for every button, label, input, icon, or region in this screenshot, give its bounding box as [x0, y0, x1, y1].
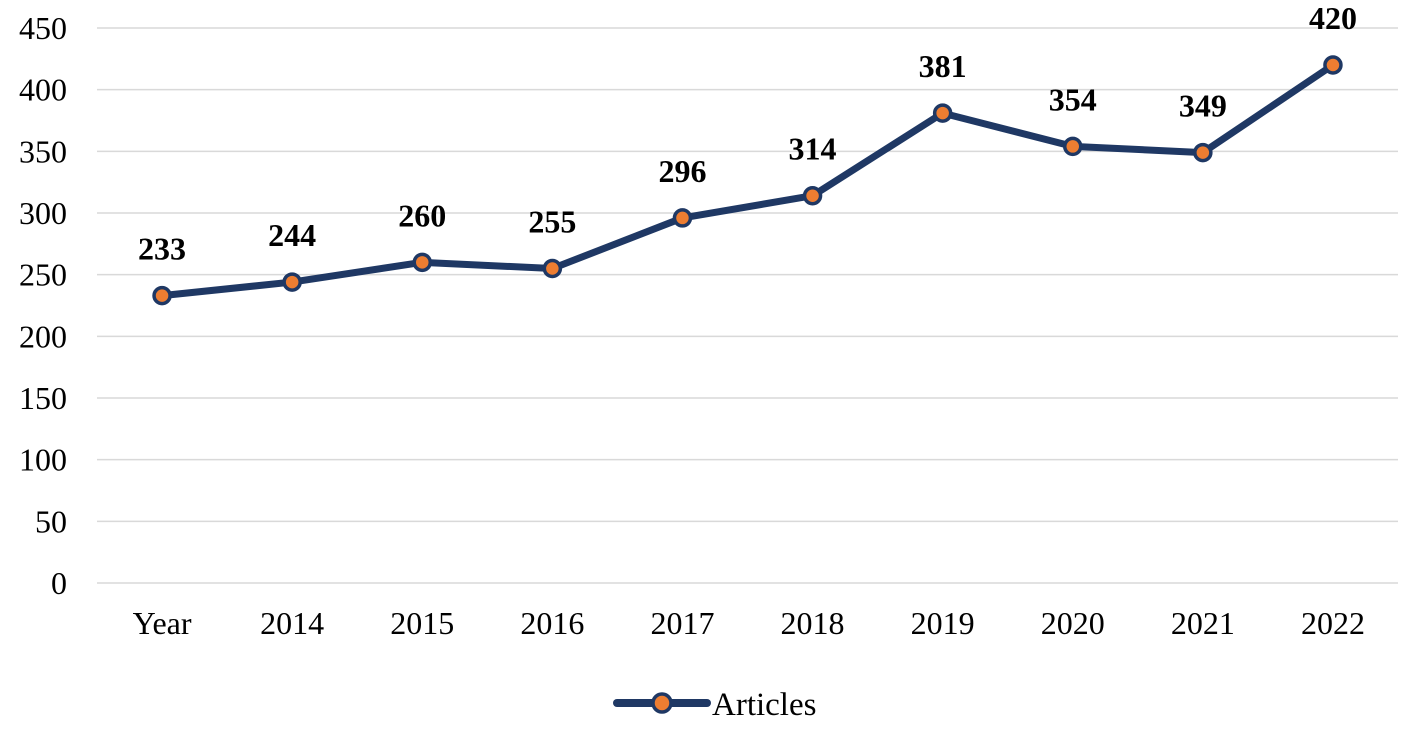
- legend-marker-icon: [651, 692, 673, 714]
- y-axis-tick-label: 0: [51, 565, 67, 601]
- x-axis-tick-label: 2015: [390, 605, 454, 641]
- y-axis-tick-label: 400: [19, 72, 67, 108]
- data-point-marker: [152, 285, 172, 306]
- y-axis-tick-label: 250: [19, 257, 67, 293]
- data-point-label: 244: [268, 217, 316, 253]
- data-point-label: 314: [789, 131, 837, 167]
- data-point-marker: [412, 252, 432, 273]
- data-point-label: 233: [138, 231, 186, 267]
- x-axis-tick-label: 2021: [1171, 605, 1235, 641]
- x-axis-tick-label: 2018: [781, 605, 845, 641]
- y-axis-tick-label: 150: [19, 380, 67, 416]
- data-point-marker: [282, 272, 302, 292]
- x-axis-tick-label: 2014: [260, 605, 324, 641]
- data-point-marker: [802, 185, 823, 206]
- data-point-label: 381: [919, 48, 967, 84]
- data-point-label: 260: [398, 197, 446, 233]
- y-axis-tick-label: 350: [19, 133, 67, 169]
- series-line-articles: [158, 61, 1337, 300]
- legend-label: Articles: [712, 687, 816, 723]
- y-axis-tick-label: 200: [19, 318, 67, 354]
- x-axis-tick-label: 2022: [1301, 605, 1365, 641]
- data-point-marker: [672, 208, 693, 228]
- data-point-marker: [542, 258, 563, 279]
- data-point-label: 296: [658, 153, 706, 189]
- data-point-label: 255: [528, 204, 576, 240]
- y-axis-tick-label: 50: [35, 503, 67, 539]
- x-axis-tick-label: 2020: [1041, 605, 1105, 641]
- data-point-marker: [1193, 142, 1213, 163]
- x-axis-tick-label: 2017: [650, 605, 714, 641]
- y-axis-tick-label: 450: [19, 10, 67, 46]
- x-axis-tick-label: Year: [133, 605, 192, 641]
- data-point-marker: [1323, 55, 1343, 75]
- x-axis-tick-label: 2019: [911, 605, 975, 641]
- data-point-label: 349: [1179, 88, 1227, 124]
- y-axis-tick-label: 100: [19, 442, 67, 478]
- data-point-label: 420: [1309, 0, 1357, 36]
- data-point-label: 354: [1049, 81, 1097, 117]
- data-point-marker: [932, 103, 953, 123]
- x-axis-tick-label: 2016: [520, 605, 584, 641]
- y-axis-tick-label: 300: [19, 195, 67, 231]
- data-point-marker: [1063, 136, 1083, 157]
